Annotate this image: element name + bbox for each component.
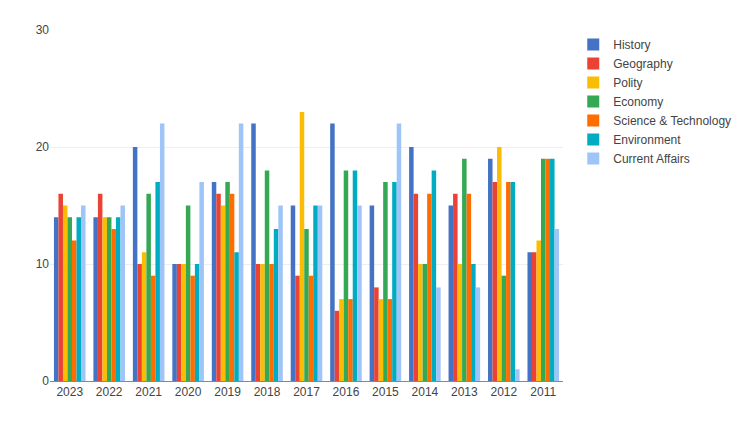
svg-text:10: 10 [36, 257, 50, 271]
svg-text:Environment: Environment [613, 133, 681, 147]
svg-text:2018: 2018 [254, 385, 281, 399]
svg-text:2019: 2019 [214, 385, 241, 399]
svg-text:2013: 2013 [451, 385, 478, 399]
svg-text:2016: 2016 [333, 385, 360, 399]
svg-text:Economy: Economy [613, 95, 663, 109]
svg-text:2023: 2023 [56, 385, 83, 399]
svg-text:2022: 2022 [96, 385, 123, 399]
svg-text:Polity: Polity [613, 76, 642, 90]
svg-text:30: 30 [36, 23, 50, 37]
svg-text:Geography: Geography [613, 57, 672, 71]
svg-text:2021: 2021 [135, 385, 162, 399]
svg-text:2011: 2011 [530, 385, 556, 399]
svg-text:20: 20 [36, 140, 50, 154]
svg-text:2015: 2015 [372, 385, 399, 399]
svg-text:2014: 2014 [412, 385, 439, 399]
svg-text:Science & Technology: Science & Technology [613, 114, 731, 128]
svg-text:2012: 2012 [490, 385, 517, 399]
svg-text:0: 0 [42, 374, 49, 388]
svg-text:2020: 2020 [175, 385, 202, 399]
svg-text:2017: 2017 [293, 385, 320, 399]
svg-text:History: History [613, 38, 650, 52]
svg-text:Current Affairs: Current Affairs [613, 152, 689, 166]
